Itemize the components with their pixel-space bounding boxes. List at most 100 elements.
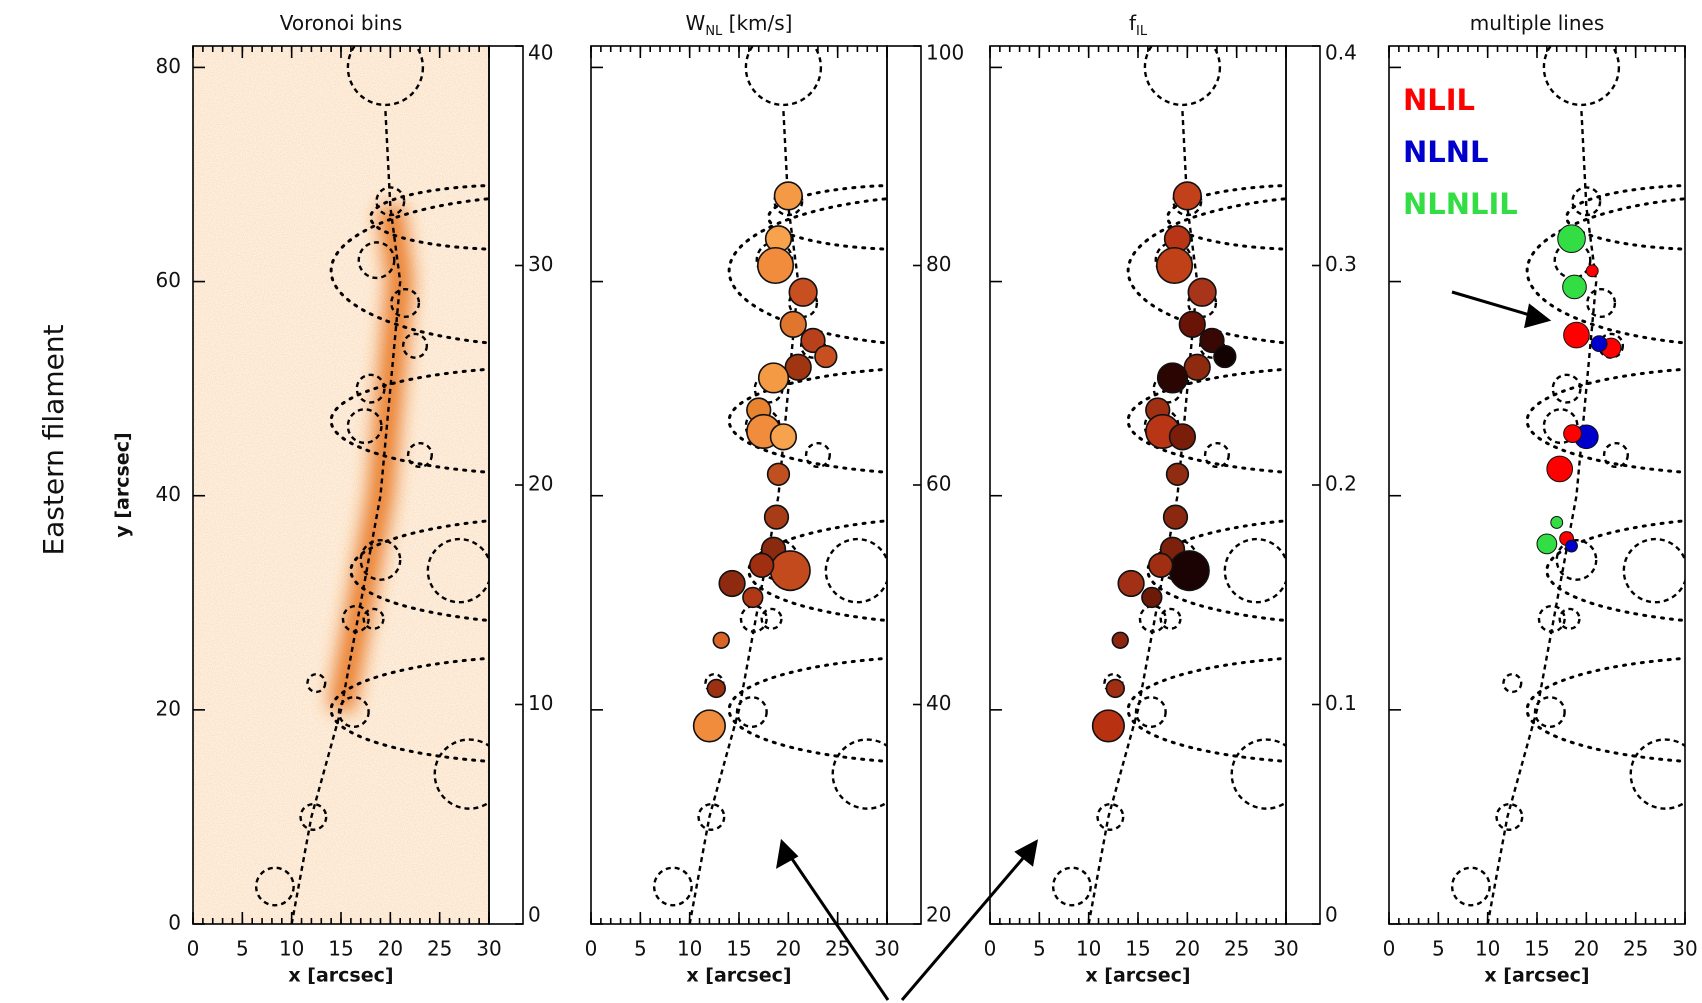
aperture bbox=[760, 607, 783, 630]
x-tick-label: 0 bbox=[1383, 937, 1396, 961]
aperture bbox=[254, 866, 295, 907]
x-tick-label: 15 bbox=[1125, 937, 1150, 961]
aperture bbox=[739, 604, 768, 633]
bin bbox=[1155, 246, 1194, 285]
bin bbox=[1156, 362, 1189, 394]
aperture bbox=[1537, 604, 1566, 633]
bin bbox=[769, 423, 798, 451]
aperture bbox=[362, 607, 385, 630]
y-tick-label: 60 bbox=[156, 268, 181, 292]
aperture bbox=[735, 695, 768, 728]
aperture bbox=[1230, 738, 1286, 810]
x-tick-label: 20 bbox=[1175, 937, 1200, 961]
bin bbox=[779, 310, 807, 339]
aperture bbox=[1602, 441, 1629, 469]
colorbar-tick-label: 0.2 bbox=[1325, 472, 1357, 496]
bin bbox=[1565, 539, 1578, 553]
bin bbox=[1117, 569, 1145, 598]
y-tick-label: 80 bbox=[156, 54, 181, 78]
title-part: IL bbox=[1136, 24, 1148, 39]
title-part: [km/s] bbox=[722, 11, 792, 35]
aperture bbox=[1502, 673, 1523, 694]
x-axis-label: x [arcsec] bbox=[1484, 965, 1589, 987]
aperture bbox=[357, 241, 396, 280]
panel-title: multiple lines bbox=[1470, 11, 1605, 35]
aperture bbox=[1558, 607, 1581, 630]
aperture bbox=[1203, 441, 1230, 469]
panel-map bbox=[193, 46, 489, 924]
bin bbox=[1165, 462, 1190, 486]
colorbar-tick-label: 20 bbox=[926, 903, 951, 927]
contour bbox=[329, 197, 489, 345]
x-tick-label: 15 bbox=[1524, 937, 1549, 961]
aperture bbox=[744, 46, 823, 107]
colorbar-tick-label: 20 bbox=[528, 472, 553, 496]
panel-title: Voronoi bins bbox=[280, 11, 403, 35]
title-part: W bbox=[686, 11, 706, 35]
panel-map bbox=[652, 46, 887, 924]
colorbar-tick-label: 0.1 bbox=[1325, 691, 1357, 715]
title-part: f bbox=[1129, 11, 1137, 35]
aperture bbox=[346, 46, 425, 107]
x-tick-label: 25 bbox=[427, 937, 452, 961]
bin bbox=[1187, 277, 1217, 307]
aperture bbox=[406, 441, 433, 469]
contour bbox=[1146, 519, 1286, 623]
legend-entry: NLIL bbox=[1403, 83, 1475, 117]
x-tick-label: 25 bbox=[1623, 937, 1648, 961]
bin bbox=[1546, 455, 1574, 483]
bin bbox=[1105, 678, 1125, 699]
x-tick-label: 20 bbox=[1574, 937, 1599, 961]
bin bbox=[784, 353, 812, 381]
aperture bbox=[1542, 46, 1621, 107]
x-tick-label: 10 bbox=[1475, 937, 1500, 961]
bin bbox=[1162, 504, 1189, 530]
bin bbox=[1111, 631, 1129, 649]
aperture bbox=[426, 537, 489, 604]
aperture bbox=[401, 332, 429, 359]
aperture bbox=[359, 539, 402, 581]
x-tick-label: 5 bbox=[1432, 937, 1445, 961]
x-tick-label: 5 bbox=[1033, 937, 1046, 961]
aperture bbox=[831, 738, 887, 810]
bin bbox=[1178, 310, 1206, 339]
aperture bbox=[1143, 46, 1222, 107]
aperture bbox=[1551, 373, 1582, 404]
noise bbox=[193, 46, 489, 924]
x-tick-label: 15 bbox=[726, 937, 751, 961]
colorbar-tick-label: 100 bbox=[926, 41, 964, 65]
aperture bbox=[299, 802, 328, 831]
colorbar-tick-label: 0 bbox=[1325, 903, 1338, 927]
bin bbox=[749, 552, 775, 578]
x-tick-label: 25 bbox=[1224, 937, 1249, 961]
x-tick-label: 30 bbox=[476, 937, 501, 961]
colorbar-tick-label: 10 bbox=[528, 691, 553, 715]
colorbar-tick-label: 0.4 bbox=[1325, 41, 1357, 65]
x-tick-label: 30 bbox=[1672, 937, 1697, 961]
colorbar-tick-label: 60 bbox=[926, 472, 951, 496]
bin bbox=[766, 462, 791, 486]
x-axis-label: x [arcsec] bbox=[1085, 965, 1190, 987]
bin bbox=[1168, 550, 1210, 592]
aperture bbox=[1495, 802, 1524, 831]
bin bbox=[706, 678, 726, 699]
contour bbox=[1525, 197, 1685, 345]
bin bbox=[1557, 224, 1586, 254]
aperture bbox=[1629, 738, 1685, 810]
bin bbox=[773, 181, 803, 211]
aperture bbox=[306, 673, 327, 694]
title-part: multiple lines bbox=[1470, 11, 1605, 35]
bin bbox=[757, 362, 790, 394]
annotation-arrows bbox=[776, 290, 1552, 1001]
x-tick-label: 10 bbox=[279, 937, 304, 961]
title-part: NL bbox=[705, 24, 723, 39]
bin bbox=[1550, 516, 1564, 529]
bin bbox=[1536, 533, 1558, 555]
aperture bbox=[433, 738, 489, 810]
bin bbox=[1091, 709, 1125, 743]
axes-frame bbox=[989, 45, 1287, 925]
bin bbox=[712, 631, 730, 649]
aperture bbox=[346, 408, 383, 445]
x-tick-label: 0 bbox=[984, 937, 997, 961]
bin bbox=[1590, 335, 1608, 353]
